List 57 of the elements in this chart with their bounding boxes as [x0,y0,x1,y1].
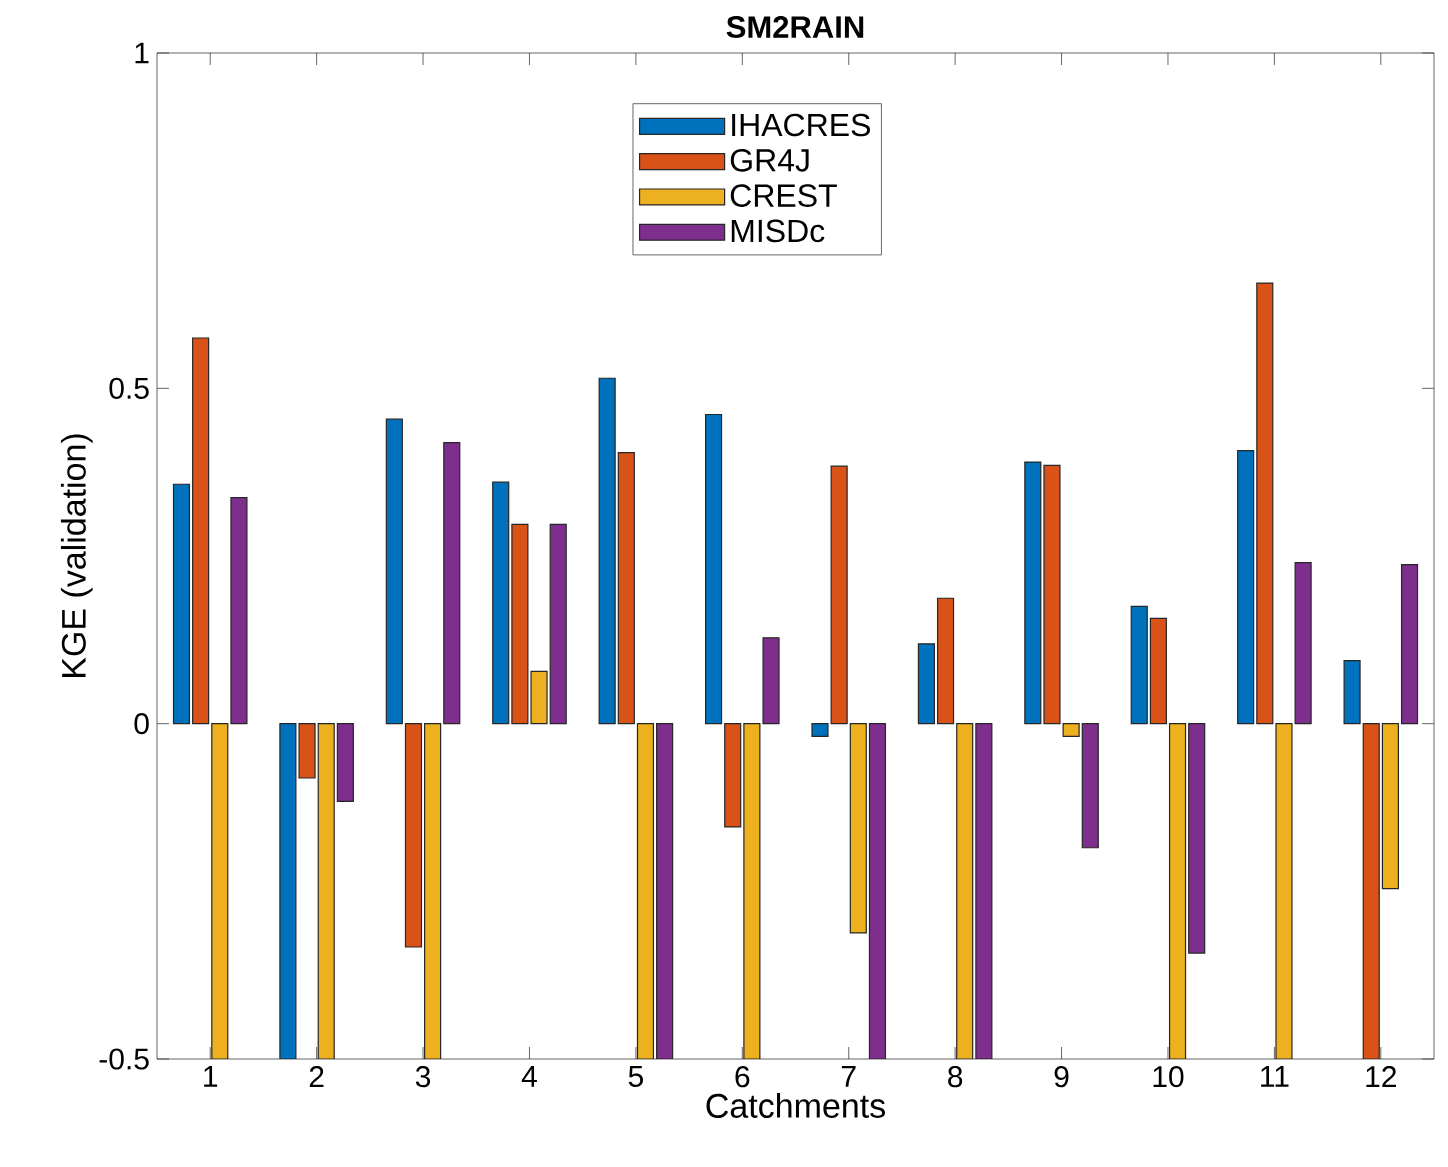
bar [549,523,567,725]
bar [1168,723,1187,1059]
bar [211,723,229,1059]
bar [617,452,635,725]
bar [956,723,974,1059]
bar [936,597,955,725]
x-tick-label: 9 [1054,1066,1069,1088]
x-tick-label: 10 [1153,1066,1184,1088]
bar [1081,723,1099,849]
x-tick-label: 1 [204,1066,218,1087]
y-tick-label: 0 [134,713,149,735]
x-tick-label: 2 [309,1066,324,1087]
bar [192,337,210,725]
x-axis-title: Catchments [706,1092,885,1118]
x-tick-label: 8 [948,1066,963,1088]
x-tick-label: 4 [521,1066,537,1087]
y-tick-label: -0.5 [99,1048,149,1070]
x-tick-label: 7 [841,1066,856,1087]
bar [172,483,191,725]
bar [849,723,867,934]
bar [704,413,723,725]
bar [317,723,335,1059]
bar [1024,461,1042,725]
bar [636,723,655,1059]
bar [724,723,742,828]
y-tick-label: 0.5 [109,377,149,399]
bar [1362,723,1380,1059]
x-tick-label: 11 [1261,1066,1289,1087]
legend-label: MISDc [731,219,825,243]
bar [1256,282,1274,725]
bar [1400,564,1419,725]
bar [1130,605,1148,725]
bar [385,418,403,725]
bar [830,465,848,725]
bar [656,723,674,1059]
bar [336,723,354,803]
chart-title: SM2RAIN [726,16,864,38]
bar [1381,723,1399,890]
bar [917,643,935,725]
legend-label: IHACRES [732,113,870,137]
bar [424,723,442,1059]
bar [868,723,887,1059]
bar [443,442,461,725]
y-axis-title: KGE (validation) [60,434,93,677]
x-tick-label: 12 [1366,1066,1396,1087]
bar [1188,723,1206,954]
y-tick-label: 1 [135,42,149,64]
legend-label: CREST [730,184,837,207]
legend-label: GR4J [730,148,809,172]
x-tick-label: 3 [415,1066,431,1088]
bar [1237,450,1255,725]
bar [404,723,423,948]
bar [492,481,510,725]
bar [298,723,316,779]
x-tick-label: 5 [628,1066,643,1087]
bar [1149,617,1167,725]
x-tick-label: 6 [735,1066,750,1088]
